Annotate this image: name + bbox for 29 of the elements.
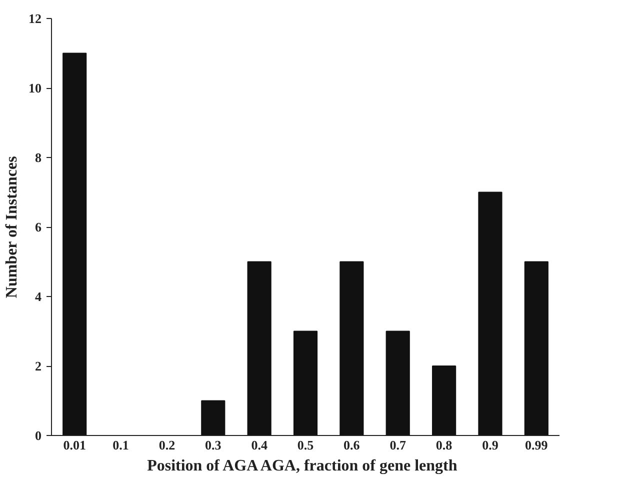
x-tick-label: 0.5 — [297, 438, 314, 452]
x-tick-label: 0.3 — [205, 438, 222, 452]
x-tick-label: 0.7 — [390, 438, 406, 452]
x-tick-label: 0.9 — [482, 438, 499, 452]
x-tick-label: 0.99 — [525, 438, 548, 452]
y-tick-label: 6 — [35, 220, 42, 234]
y-tick-label: 2 — [35, 358, 42, 374]
x-tick-label: 0.1 — [112, 438, 129, 452]
x-tick-label: 0.8 — [436, 438, 453, 452]
x-tick-label: 0.6 — [344, 438, 360, 452]
x-tick-label: 0.4 — [251, 438, 268, 452]
x-tick-label: 0.2 — [158, 438, 176, 452]
x-axis-title: Position of AGA AGA, fraction of gene length — [147, 458, 458, 474]
bar — [524, 261, 548, 436]
bar — [432, 366, 456, 436]
y-tick-label: 8 — [35, 150, 42, 165]
bar — [340, 261, 364, 436]
y-tick-label: 10 — [28, 80, 42, 96]
bar — [62, 52, 87, 436]
bar — [293, 330, 318, 436]
bar — [478, 192, 502, 436]
y-tick-label: 12 — [28, 11, 42, 26]
x-tick-label: 0.01 — [63, 438, 86, 452]
bar — [247, 261, 272, 436]
y-tick-label: 4 — [35, 289, 42, 304]
bar — [201, 400, 226, 436]
y-axis-title: Number of Instances — [4, 156, 20, 298]
y-tick-label: 0 — [35, 428, 42, 443]
bar — [386, 330, 410, 436]
